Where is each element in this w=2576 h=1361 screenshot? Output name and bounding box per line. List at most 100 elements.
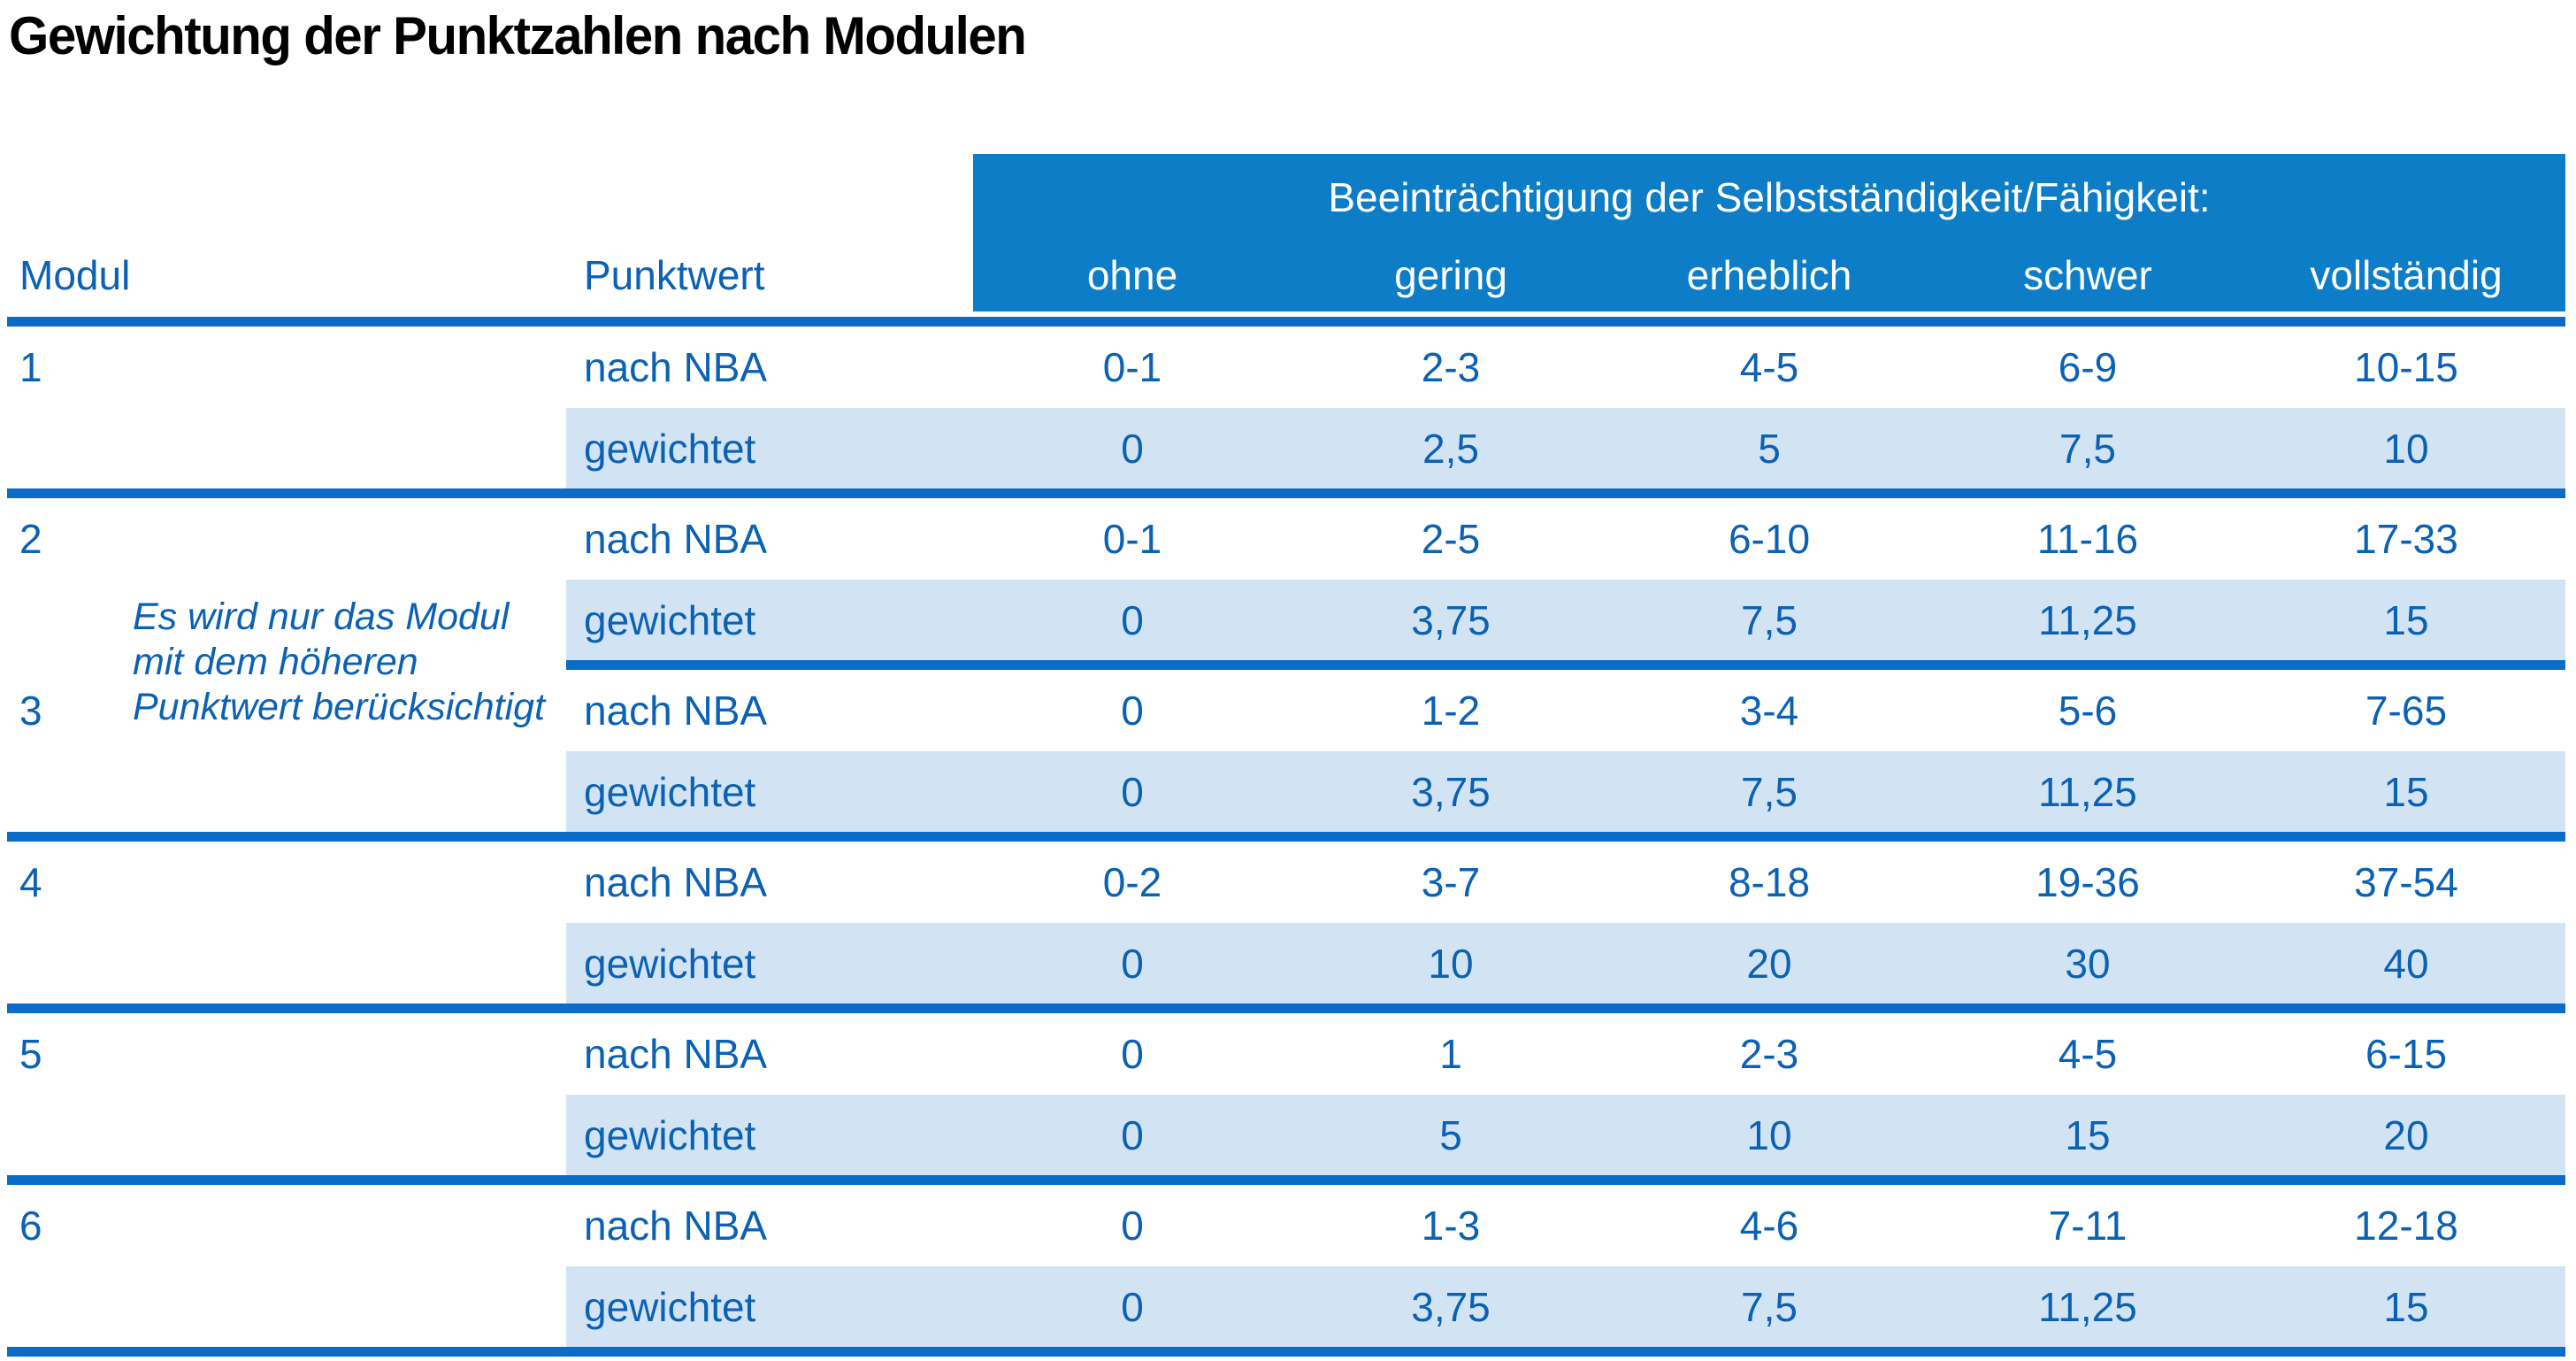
weighted-values: 0 10 20 30 40 [973,923,2565,1003]
module-group: nach NBA 0 1 2-3 4-5 6-15 gewichtet 0 5 … [0,1013,2576,1185]
weighted-row-band [566,1095,2565,1175]
row-label-nach-nba: nach NBA [584,688,768,734]
level-ohne: ohne [1086,252,1178,298]
value-cell: 17-33 [2354,516,2458,562]
value-cell: 15 [2383,1283,2429,1330]
row-nach-nba: nach NBA 0 1 2-3 4-5 6-15 [0,1013,2576,1095]
level-erheblich: erheblich [1686,252,1852,298]
impairment-header-box: Beeinträchtigung der Selbstständigkeit/F… [973,154,2565,311]
value-cell: 1-2 [1421,688,1481,734]
module-number: 1 [19,344,42,390]
value-cell: 12-18 [2354,1203,2458,1249]
value-cell: 15 [2065,1111,2111,1158]
module-note-line: Punktwert berücksichtigt [133,686,546,728]
header-divider-rule [7,317,2565,327]
module-divider-rule [7,488,2565,498]
value-cell: 0 [1121,1203,1144,1249]
value-cell: 20 [1746,940,1792,987]
value-cell: 10 [1428,940,1474,987]
row-label-gewichtet: gewichtet [584,1111,756,1158]
row-label-gewichtet: gewichtet [584,1283,756,1330]
value-cell: 20 [2383,1111,2429,1158]
value-cell: 1 [1439,1031,1462,1077]
row-gewichtet: gewichtet 0 5 10 15 20 [0,1095,2576,1175]
module-divider-rule [566,660,2565,670]
row-label-gewichtet: gewichtet [584,425,756,472]
value-cell: 10 [2383,425,2429,472]
row-gewichtet: gewichtet 0 3,75 7,5 11,25 15 [0,1266,2576,1347]
value-cell: 0 [1121,596,1144,643]
value-cell: 5 [1758,425,1781,472]
row-nach-nba: nach NBA 0 1-2 3-4 5-6 7-65 [0,670,2576,751]
row-label-nach-nba: nach NBA [584,344,768,390]
value-cell: 6-15 [2365,1031,2448,1077]
value-cell: 7-11 [2048,1203,2128,1249]
row-nach-nba: nach NBA 0-1 2-5 6-10 11-16 17-33 [0,498,2576,580]
module-number: 5 [19,1031,42,1077]
module-group: nach NBA 0-2 3-7 8-18 19-36 37-54 gewich… [0,842,2576,1013]
value-cell: 2,5 [1422,425,1479,472]
weighted-row-band [566,751,2565,832]
column-header-punktwert: Punktwert [584,252,765,298]
row-gewichtet: gewichtet 0 3,75 7,5 11,25 15 [0,751,2576,832]
value-cell: 40 [2383,940,2429,987]
value-cell: 37-54 [2354,859,2458,905]
module-group: nach NBA 0 1-2 3-4 5-6 7-65 gewichtet 0 … [0,670,2576,842]
value-cell: 5 [1439,1111,1462,1158]
value-cell: 15 [2383,596,2429,643]
row-label-nach-nba: nach NBA [584,516,768,562]
module-number: 2 [19,516,42,562]
value-cell: 6-9 [2058,344,2118,390]
module-note-line: Es wird nur das Modul [133,596,510,638]
level-vollstaendig: vollständig [2310,252,2503,298]
value-cell: 4-5 [2058,1031,2118,1077]
value-cell: 11-16 [2036,516,2139,562]
value-cell: 10-15 [2354,344,2458,390]
value-cell: 3,75 [1411,768,1491,815]
weighted-row-band [566,408,2565,488]
value-cell: 30 [2065,940,2111,987]
weighted-values: 0 3,75 7,5 11,25 15 [973,1266,2565,1347]
row-nach-nba: nach NBA 0-2 3-7 8-18 19-36 37-54 [0,842,2576,923]
value-cell: 0 [1121,1283,1144,1330]
module-number: 4 [19,859,42,905]
page-title: Gewichtung der Punktzahlen nach Modulen [9,6,1027,65]
value-cell: 2-3 [1739,1031,1799,1077]
value-cell: 19-36 [2036,859,2140,905]
module-divider-rule [7,832,2565,842]
value-cell: 4-5 [1739,344,1799,390]
value-cell: 0 [1121,1111,1144,1158]
module-group: nach NBA 0-1 2-5 6-10 11-16 17-33 gewich… [0,498,2576,670]
nba-values: 0-1 2-3 4-5 6-9 10-15 [973,327,2565,408]
value-cell: 2-3 [1421,344,1481,390]
impairment-header-title: Beeinträchtigung der Selbstständigkeit/F… [1328,174,2211,220]
value-cell: 6-10 [1728,516,1811,562]
nba-values: 0-2 3-7 8-18 19-36 37-54 [973,842,2565,923]
value-cell: 1-3 [1421,1203,1481,1249]
impairment-levels-row: ohne gering erheblich schwer vollständig [973,251,2565,299]
nba-values: 0 1-2 3-4 5-6 7-65 [973,670,2565,751]
value-cell: 8-18 [1728,859,1811,905]
row-label-gewichtet: gewichtet [584,768,756,815]
value-cell: 0-2 [1102,859,1162,905]
value-cell: 3,75 [1411,596,1491,643]
value-cell: 11,25 [2038,1283,2137,1330]
value-cell: 0 [1121,1031,1144,1077]
nba-values: 0 1-3 4-6 7-11 12-18 [973,1185,2565,1266]
row-label-gewichtet: gewichtet [584,596,756,643]
level-gering: gering [1394,252,1507,298]
value-cell: 7,5 [1741,768,1798,815]
value-cell: 0 [1121,425,1144,472]
module-divider-rule [7,1347,2565,1357]
module-divider-rule [7,1175,2565,1185]
weighted-values: 0 3,75 7,5 11,25 15 [973,751,2565,832]
row-gewichtet: gewichtet 0 2,5 5 7,5 10 [0,408,2576,488]
value-cell: 0 [1121,688,1144,734]
row-label-nach-nba: nach NBA [584,859,768,905]
row-gewichtet: gewichtet 0 3,75 7,5 11,25 15 [0,580,2576,660]
weighted-values: 0 3,75 7,5 11,25 15 [973,580,2565,660]
module-group: nach NBA 0 1-3 4-6 7-11 12-18 gewichtet … [0,1185,2576,1357]
value-cell: 7,5 [1741,596,1798,643]
row-nach-nba: nach NBA 0-1 2-3 4-5 6-9 10-15 [0,327,2576,408]
